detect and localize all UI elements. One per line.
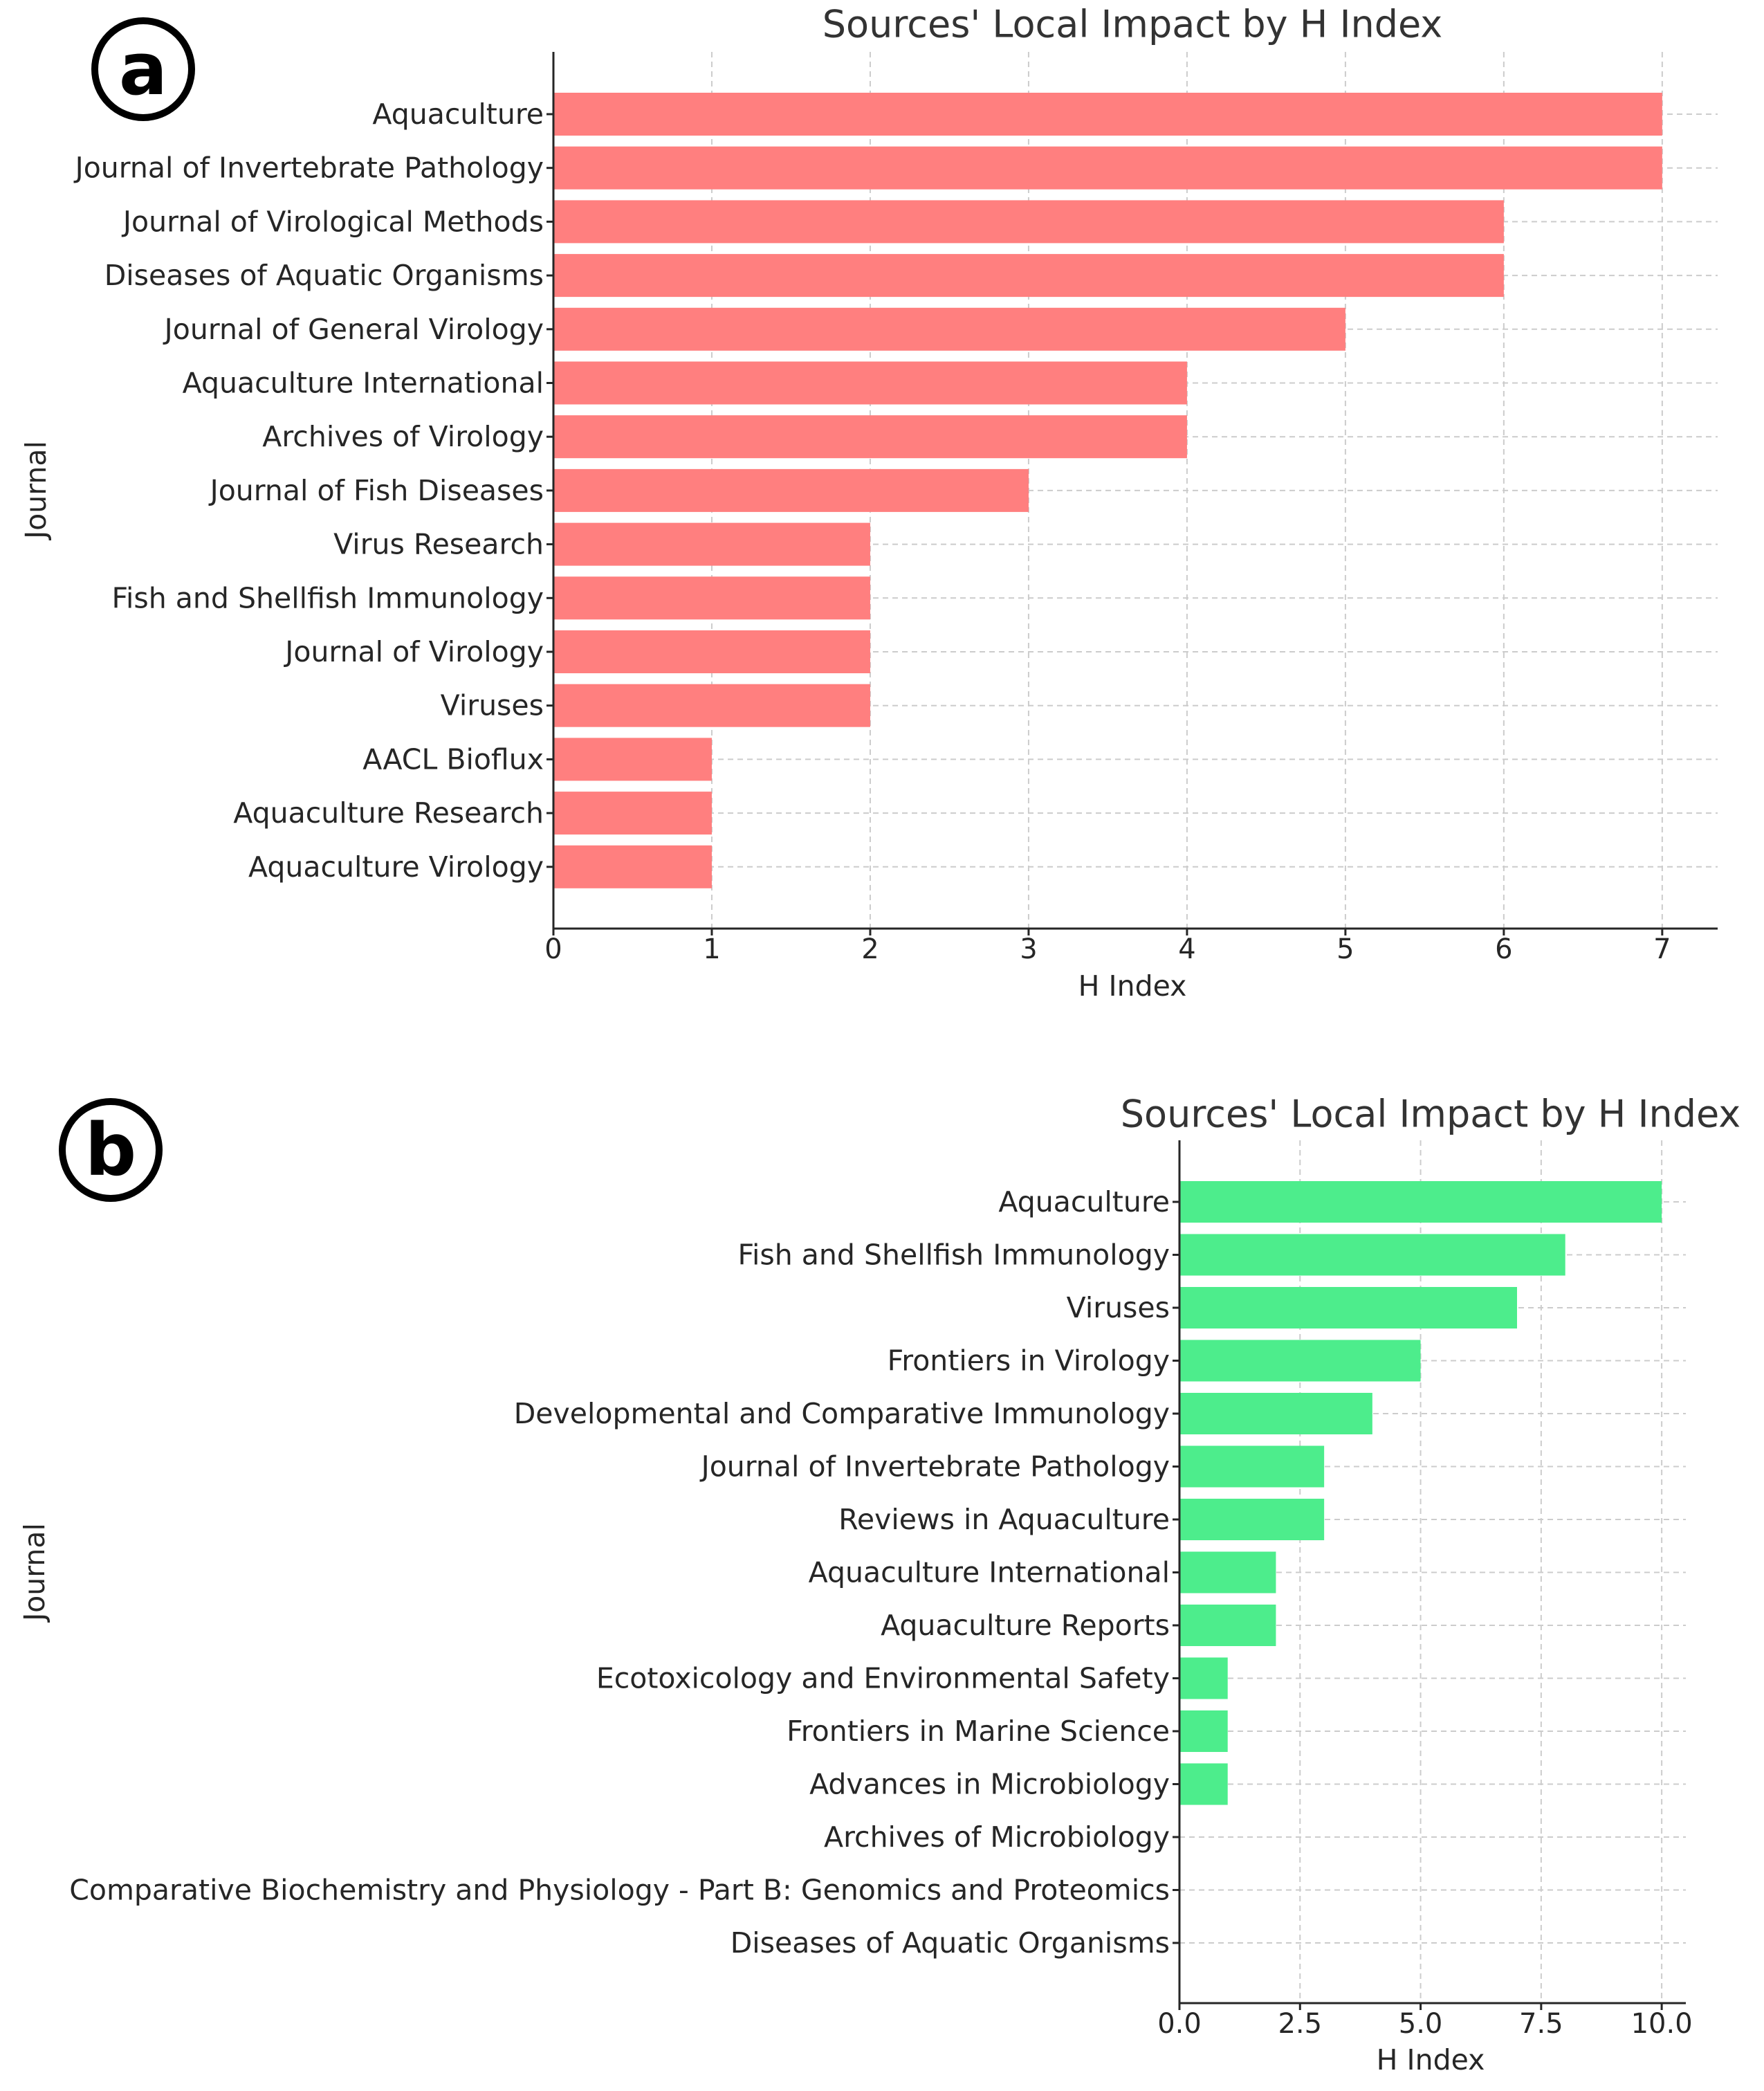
- chart-a-axes: [552, 52, 1718, 930]
- chart-b-category-label: Aquaculture Reports: [881, 1609, 1170, 1642]
- chart-b-axes: [1178, 1140, 1686, 2005]
- chart-a-category-label: Aquaculture Research: [233, 796, 544, 830]
- chart-b-bar: [1179, 1499, 1325, 1540]
- chart-a-category-label: Journal of General Virology: [163, 313, 544, 346]
- chart-b-category-label: Diseases of Aquatic Organisms: [731, 1926, 1170, 1960]
- chart-a-bars: [553, 93, 1662, 888]
- chart-a-bar: [553, 254, 1504, 298]
- chart-a-bar: [553, 93, 1662, 136]
- chart-b-category-label: Advances in Microbiology: [809, 1768, 1170, 1801]
- panel-a-letter: a: [119, 27, 167, 111]
- chart-b-category-label: Ecotoxicology and Environmental Safety: [596, 1662, 1170, 1695]
- chart-a-category-label: Aquaculture: [372, 98, 544, 131]
- chart-b-category-label: Aquaculture: [998, 1185, 1170, 1218]
- chart-b-category-label: Reviews in Aquaculture: [838, 1503, 1170, 1536]
- chart-a-category-label: AACL Bioflux: [362, 742, 544, 776]
- chart-b-bar: [1179, 1445, 1325, 1488]
- chart-a-category-label: Diseases of Aquatic Organisms: [104, 259, 544, 292]
- chart-b-bar: [1179, 1763, 1228, 1805]
- chart-b-x-tick-label: 10.0: [1631, 2008, 1693, 2040]
- chart-b-bar: [1179, 1234, 1565, 1276]
- chart-a-category-label: Journal of Virological Methods: [121, 205, 544, 238]
- chart-a-bar: [553, 468, 1029, 512]
- chart-b-title: Sources' Local Impact by H Index: [1121, 1093, 1740, 1136]
- chart-a-bar: [553, 200, 1504, 244]
- chart-a-x-tick-label: 0: [544, 933, 562, 965]
- chart-a-category-label: Aquaculture International: [183, 367, 544, 400]
- chart-a-category-label: Journal of Invertebrate Pathology: [73, 152, 544, 185]
- chart-a-x-tick-label: 2: [861, 933, 879, 965]
- chart-a-x-tick-label: 6: [1495, 933, 1512, 965]
- chart-panel-a: a Sources' Local Impact by H Index Journ…: [19, 3, 1718, 1003]
- chart-a-x-tick-label: 1: [703, 933, 720, 965]
- chart-b-xlabel: H Index: [1377, 2043, 1485, 2076]
- panel-a-badge: a: [91, 17, 195, 121]
- chart-b-bar: [1179, 1181, 1662, 1223]
- panel-b-badge: b: [59, 1098, 163, 1202]
- chart-b-category-label: Archives of Microbiology: [824, 1820, 1170, 1854]
- chart-a-bar: [553, 576, 870, 620]
- chart-a-category-label: Archives of Virology: [262, 420, 544, 453]
- chart-a-category-label: Aquaculture Virology: [248, 850, 544, 884]
- chart-a-bar: [553, 415, 1187, 459]
- chart-a-ylabel: Journal: [19, 441, 53, 541]
- chart-b-x-tick-label: 7.5: [1519, 2008, 1563, 2040]
- chart-a-bar: [553, 845, 712, 888]
- chart-panel-b: b Sources' Local Impact by H Index Journ…: [18, 1093, 1740, 2077]
- chart-b-bar: [1179, 1710, 1228, 1752]
- chart-a-bar: [553, 630, 870, 673]
- chart-a-x-tick-label: 4: [1178, 933, 1195, 965]
- chart-b-bar: [1179, 1340, 1421, 1382]
- chart-a-bar: [553, 361, 1187, 405]
- panel-b-letter: b: [85, 1108, 136, 1192]
- chart-b-category-label: Viruses: [1067, 1291, 1170, 1324]
- chart-b-bar: [1179, 1657, 1228, 1699]
- chart-a-category-label: Viruses: [441, 689, 544, 722]
- chart-b-bar: [1179, 1393, 1372, 1434]
- chart-a-x-tick-label: 7: [1653, 933, 1671, 965]
- chart-b-category-label: Aquaculture International: [809, 1556, 1170, 1589]
- chart-b-category-label: Journal of Invertebrate Pathology: [699, 1450, 1170, 1483]
- chart-a-category-label: Fish and Shellfish Immunology: [111, 581, 544, 614]
- chart-a-bar: [553, 738, 712, 781]
- chart-b-bar: [1179, 1605, 1276, 1646]
- chart-b-x-tick-label: 0.0: [1157, 2008, 1202, 2040]
- chart-b-category-label: Frontiers in Marine Science: [787, 1715, 1170, 1748]
- chart-b-ylabel: Journal: [18, 1523, 51, 1623]
- chart-b-bars: [1179, 1181, 1662, 1805]
- chart-b-category-label: Fish and Shellfish Immunology: [737, 1239, 1170, 1272]
- chart-a-x-tick-label: 5: [1336, 933, 1354, 965]
- chart-a-title: Sources' Local Impact by H Index: [823, 3, 1442, 46]
- chart-a-x-tick-label: 3: [1020, 933, 1037, 965]
- chart-b-category-labels: Aquaculture Fish and Shellfish Immunology…: [69, 1185, 1170, 1960]
- chart-a-bar: [553, 146, 1662, 190]
- chart-a-bar: [553, 307, 1345, 351]
- chart-b-category-label: Frontiers in Virology: [888, 1344, 1170, 1378]
- chart-b-category-label: Developmental and Comparative Immunology: [514, 1397, 1170, 1430]
- chart-a-bar: [553, 522, 870, 566]
- chart-b-bar: [1179, 1287, 1517, 1328]
- chart-b-category-label: Comparative Biochemistry and Physiology …: [69, 1874, 1170, 1907]
- chart-a-category-label: Journal of Fish Diseases: [208, 474, 544, 507]
- chart-b-bar: [1179, 1551, 1276, 1594]
- chart-b-x-ticks: 0.0 2.5 5.0 7.5 10.0: [1157, 1200, 1693, 2040]
- chart-a-xlabel: H Index: [1078, 969, 1187, 1003]
- chart-a-bar: [553, 684, 870, 727]
- chart-a-category-label: Journal of Virology: [283, 635, 544, 668]
- chart-b-x-tick-label: 5.0: [1399, 2008, 1443, 2040]
- chart-a-category-label: Virus Research: [333, 528, 544, 561]
- chart-a-x-ticks: 0 1 2 3 4 5 6 7: [544, 113, 1671, 965]
- chart-b-x-tick-label: 2.5: [1278, 2008, 1322, 2040]
- chart-a-category-labels: Aquaculture Journal of Invertebrate Patho…: [73, 98, 544, 884]
- chart-a-bar: [553, 792, 712, 835]
